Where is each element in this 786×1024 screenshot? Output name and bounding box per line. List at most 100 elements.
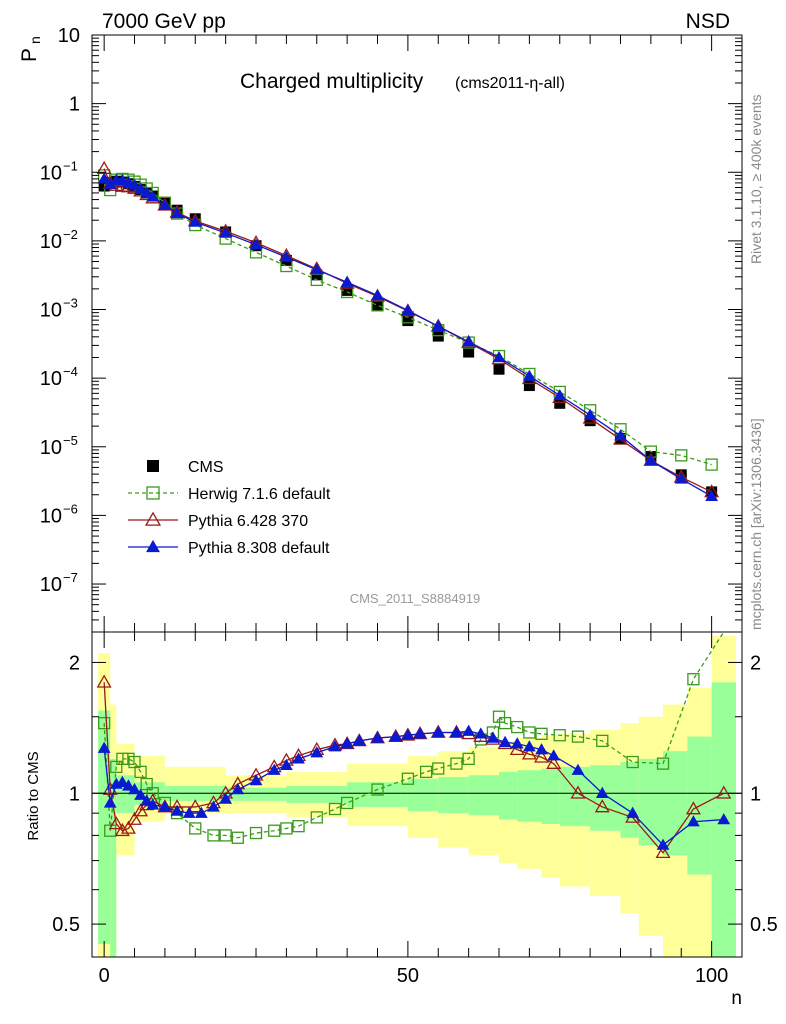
data-point	[595, 786, 609, 798]
band-bin	[407, 778, 439, 812]
data-point	[340, 275, 354, 287]
data-point	[104, 824, 117, 837]
legend-label: CMS	[188, 459, 224, 476]
band-bin	[620, 762, 639, 838]
data-point	[401, 303, 415, 316]
data-point	[413, 727, 427, 739]
data-point	[450, 725, 463, 738]
y-tick-exponent: −6	[63, 501, 78, 516]
data-point	[493, 363, 505, 375]
y-tick-label: 10	[40, 574, 62, 596]
data-point	[401, 772, 415, 785]
x-tick-label: 50	[397, 965, 419, 987]
data-point	[219, 829, 232, 842]
data-point	[97, 716, 111, 730]
y-tick-label: 10	[40, 231, 62, 253]
band-bin	[638, 758, 664, 846]
data-point	[120, 820, 136, 834]
y-tick-exponent: −4	[63, 364, 78, 379]
data-point	[656, 838, 670, 850]
data-point	[340, 737, 354, 749]
band-bin	[499, 771, 518, 820]
data-point	[140, 186, 154, 198]
data-point	[626, 806, 640, 818]
y-tick-label: 10	[40, 437, 62, 459]
band-bin	[110, 758, 117, 957]
data-point	[474, 727, 488, 739]
chart-subtitle: (cms2011-η-all)	[455, 75, 565, 92]
data-point	[462, 752, 475, 766]
data-point	[583, 408, 597, 420]
data-point	[328, 740, 342, 752]
ratio-series-0	[97, 631, 725, 844]
data-point	[134, 788, 147, 800]
data-point	[554, 397, 566, 409]
y-tick-exponent: −2	[63, 227, 78, 242]
data-point	[280, 758, 293, 770]
legend-entry-3: Pythia 8.308 default	[128, 539, 330, 557]
data-point	[249, 826, 263, 840]
ratio-y-tick-label-left: 1	[69, 783, 80, 805]
band-bin	[438, 776, 469, 814]
data-point	[122, 779, 135, 791]
data-point	[675, 449, 688, 462]
legend-entry-2: Pythia 6.428 370	[128, 511, 308, 530]
data-point	[626, 755, 639, 769]
legend-label: Herwig 7.1.6 default	[188, 486, 331, 503]
data-point	[231, 783, 245, 795]
data-point	[571, 763, 585, 775]
data-point	[717, 813, 731, 825]
x-tick-label: 100	[695, 965, 728, 987]
main-series-2	[96, 160, 720, 498]
data-point	[194, 806, 208, 818]
data-point	[187, 799, 203, 813]
data-point	[127, 811, 143, 825]
data-point	[292, 820, 305, 833]
data-point	[182, 806, 196, 818]
data-point	[280, 822, 293, 835]
data-point	[523, 369, 536, 381]
mcplots-label: mcplots.cern.ch [arXiv:1306.3436]	[748, 418, 764, 630]
data-point	[509, 741, 525, 755]
data-point	[207, 829, 220, 842]
data-point	[534, 749, 550, 763]
xlabel: n	[731, 988, 742, 1009]
data-point	[128, 179, 141, 191]
data-point	[158, 198, 172, 211]
ratio-y-tick-label-right: 0.5	[750, 914, 778, 936]
band-bin	[286, 785, 348, 803]
data-point	[219, 792, 233, 804]
y-tick-exponent: −5	[63, 433, 78, 448]
data-point	[188, 215, 202, 227]
ratio-frame	[91, 631, 743, 958]
data-point	[432, 762, 445, 775]
legend-marker	[147, 460, 159, 472]
data-point	[596, 734, 609, 748]
data-point	[419, 765, 433, 779]
data-point	[371, 289, 384, 301]
data-point	[547, 749, 561, 761]
ratio-y-tick-label-left: 0.5	[52, 914, 80, 936]
data-point	[207, 800, 220, 812]
data-point	[108, 816, 124, 830]
legend: CMS Herwig 7.1.6 default Pythia 6.428 370 P…	[128, 459, 331, 557]
data-point	[292, 752, 305, 764]
data-point	[128, 783, 141, 795]
data-point	[249, 238, 263, 250]
data-point	[170, 207, 184, 219]
y-tick-label: 1	[69, 94, 80, 116]
data-point	[535, 743, 548, 755]
header-right: NSD	[686, 10, 730, 33]
data-point	[310, 811, 323, 824]
data-point	[158, 800, 172, 812]
main-series-3	[97, 172, 719, 501]
data-point	[553, 729, 566, 742]
legend-label: Pythia 6.428 370	[188, 513, 308, 530]
legend-marker	[146, 486, 160, 500]
data-point	[134, 182, 147, 194]
legend-entry-0: CMS	[147, 459, 224, 476]
data-point	[511, 720, 524, 734]
y-tick-label: 10	[40, 300, 62, 322]
y-tick-exponent: −3	[63, 296, 78, 311]
